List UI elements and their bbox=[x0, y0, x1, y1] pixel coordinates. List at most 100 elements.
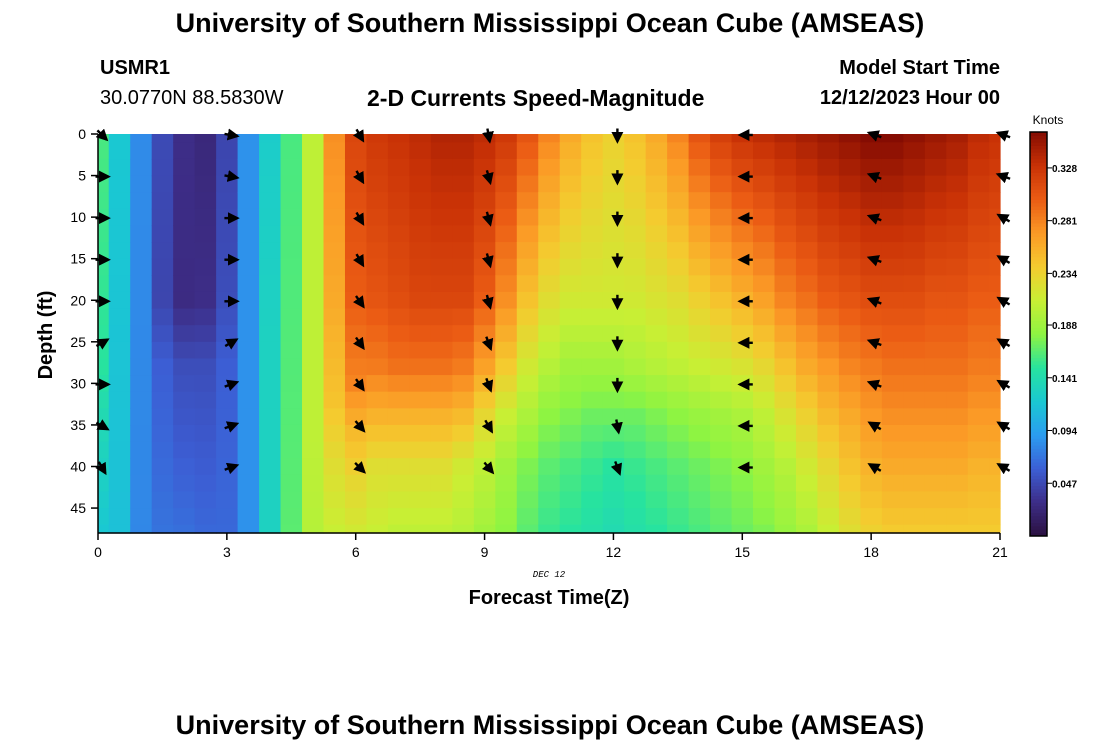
colorbar-segment bbox=[1030, 132, 1047, 136]
heatmap-cell bbox=[151, 308, 174, 326]
current-vector-arrow bbox=[481, 461, 495, 475]
heatmap-cell bbox=[667, 458, 690, 476]
heatmap-cells bbox=[98, 134, 1001, 534]
heatmap-cell bbox=[430, 142, 453, 160]
current-vector-arrow bbox=[481, 294, 494, 310]
heatmap-cell bbox=[924, 474, 947, 493]
heatmap-cell bbox=[795, 358, 819, 376]
heatmap-cell bbox=[302, 192, 325, 210]
heatmap-cell bbox=[280, 225, 303, 243]
current-vector-arrow bbox=[866, 296, 882, 308]
heatmap-cell bbox=[624, 474, 647, 493]
heatmap-cell bbox=[602, 158, 625, 177]
heatmap-cell bbox=[645, 175, 668, 193]
heatmap-cell bbox=[817, 441, 840, 459]
heatmap-cell bbox=[989, 375, 1001, 393]
heatmap-cell bbox=[344, 458, 368, 476]
heatmap-cell bbox=[280, 375, 303, 393]
heatmap-cell bbox=[645, 291, 668, 310]
heatmap-cell bbox=[624, 225, 647, 243]
heatmap-cell bbox=[581, 175, 604, 193]
heatmap-cell bbox=[538, 408, 561, 426]
heatmap-cell bbox=[774, 208, 797, 227]
heatmap-cell bbox=[838, 424, 862, 443]
heatmap-cell bbox=[409, 192, 432, 210]
heatmap-cell bbox=[98, 275, 110, 293]
colorbar-segment bbox=[1030, 394, 1047, 399]
heatmap-cell bbox=[774, 308, 797, 326]
heatmap-cell bbox=[516, 291, 539, 310]
heatmap-cell bbox=[259, 441, 282, 459]
heatmap-cell bbox=[302, 242, 325, 260]
heatmap-cell bbox=[495, 491, 518, 509]
heatmap-cell bbox=[108, 341, 131, 360]
heatmap-cell bbox=[817, 192, 840, 210]
current-vector-arrow bbox=[866, 171, 882, 184]
heatmap-cell bbox=[881, 491, 904, 509]
heatmap-cell bbox=[838, 291, 862, 310]
y-tick-label: 35 bbox=[70, 417, 86, 433]
heatmap-cell bbox=[302, 408, 325, 426]
heatmap-cell bbox=[581, 158, 604, 177]
heatmap-cell bbox=[838, 474, 862, 493]
heatmap-cell bbox=[151, 391, 174, 409]
heatmap-cell bbox=[924, 291, 947, 310]
heatmap-cell bbox=[237, 308, 260, 326]
heatmap-cell bbox=[774, 134, 797, 143]
heatmap-cell bbox=[302, 375, 325, 393]
heatmap-cell bbox=[645, 308, 668, 326]
heatmap-cell bbox=[130, 474, 153, 493]
heatmap-cell bbox=[946, 291, 969, 310]
heatmap-cell bbox=[967, 225, 990, 243]
heatmap-cell bbox=[881, 208, 904, 227]
heatmap-cell bbox=[98, 441, 110, 459]
heatmap-cell bbox=[967, 142, 990, 160]
colorbar-segment bbox=[1030, 293, 1047, 298]
heatmap-cell bbox=[516, 225, 539, 243]
heatmap-cell bbox=[151, 275, 174, 293]
heatmap-cell bbox=[366, 375, 389, 393]
colorbar-segment bbox=[1030, 505, 1047, 510]
heatmap-cell bbox=[108, 291, 131, 310]
heatmap-cell bbox=[344, 441, 368, 459]
heatmap-cell bbox=[344, 242, 368, 260]
heatmap-cell bbox=[387, 341, 411, 360]
colorbar-segment bbox=[1030, 300, 1047, 305]
heatmap-cell bbox=[323, 341, 346, 360]
current-vector-arrow bbox=[224, 170, 240, 182]
heatmap-cell bbox=[280, 491, 303, 509]
heatmap-cell bbox=[881, 358, 904, 376]
heatmap-cell bbox=[387, 358, 411, 376]
current-vector-arrow bbox=[996, 379, 1011, 392]
colorbar-tick-label: 0.281 bbox=[1052, 217, 1077, 228]
heatmap-cell bbox=[774, 242, 797, 260]
heatmap-cell bbox=[280, 408, 303, 426]
heatmap-cell bbox=[860, 158, 883, 177]
heatmap-cell bbox=[667, 424, 690, 443]
heatmap-cell bbox=[602, 258, 625, 276]
heatmap-cell bbox=[495, 158, 518, 177]
heatmap-cell bbox=[838, 524, 862, 534]
colorbar-segment bbox=[1030, 317, 1047, 322]
heatmap-cell bbox=[302, 474, 325, 493]
heatmap-cell bbox=[495, 474, 518, 493]
heatmap-cell bbox=[774, 158, 797, 177]
heatmap-cell bbox=[302, 458, 325, 476]
heatmap-cell bbox=[151, 375, 174, 393]
heatmap-cell bbox=[430, 158, 453, 177]
heatmap-cell bbox=[795, 474, 819, 493]
heatmap-cell bbox=[387, 158, 411, 177]
heatmap-cell bbox=[173, 225, 196, 243]
heatmap-cell bbox=[452, 408, 475, 426]
heatmap-cell bbox=[323, 142, 346, 160]
heatmap-cell bbox=[259, 341, 282, 360]
heatmap-cell bbox=[430, 258, 453, 276]
heatmap-cell bbox=[967, 508, 990, 526]
heatmap-cell bbox=[774, 325, 797, 343]
heatmap-cell bbox=[559, 291, 582, 310]
heatmap-cell bbox=[387, 524, 411, 534]
heatmap-cell bbox=[559, 491, 582, 509]
heatmap-cell bbox=[495, 424, 518, 443]
colorbar-segment bbox=[1030, 233, 1047, 237]
heatmap-cell bbox=[817, 375, 840, 393]
